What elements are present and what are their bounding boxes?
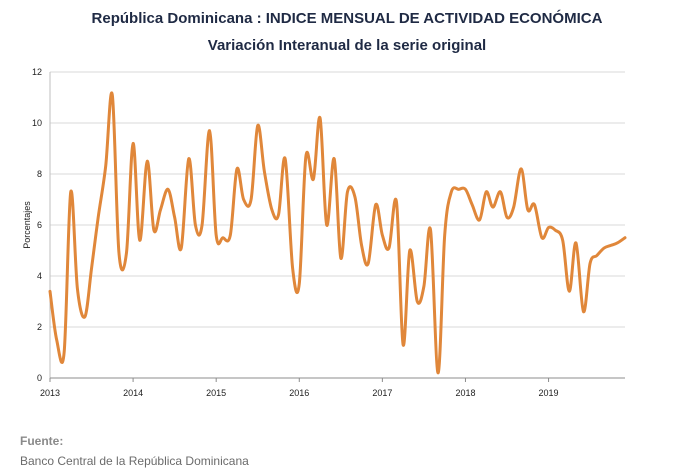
y-tick-label: 2	[37, 322, 42, 332]
y-tick-label: 4	[37, 271, 42, 281]
x-tick-label: 2019	[539, 388, 559, 398]
x-tick-label: 2018	[455, 388, 475, 398]
y-axis-label: Porcentajes	[22, 201, 32, 249]
source-text: Banco Central de la República Dominicana	[20, 454, 249, 468]
line-chart: 0 2 4 6 8 10 12 2013 2014 2015 2016 2017 2018 2019 Por…	[22, 67, 627, 398]
y-tick-label: 8	[37, 169, 42, 179]
y-tick-label: 12	[32, 67, 42, 77]
x-tick-label: 2015	[206, 388, 226, 398]
y-tick-label: 6	[37, 220, 42, 230]
y-tick-label: 0	[37, 373, 42, 383]
x-tick-label: 2013	[40, 388, 60, 398]
chart-title: República Dominicana : INDICE MENSUAL DE…	[91, 10, 603, 27]
x-tick-label: 2017	[372, 388, 392, 398]
source-label: Fuente:	[20, 434, 64, 448]
x-tick-label: 2016	[289, 388, 309, 398]
y-tick-label: 10	[32, 118, 42, 128]
series-line	[48, 91, 627, 375]
chart-subtitle: Variación Interanual de la serie origina…	[207, 37, 487, 54]
x-tick-label: 2014	[123, 388, 143, 398]
